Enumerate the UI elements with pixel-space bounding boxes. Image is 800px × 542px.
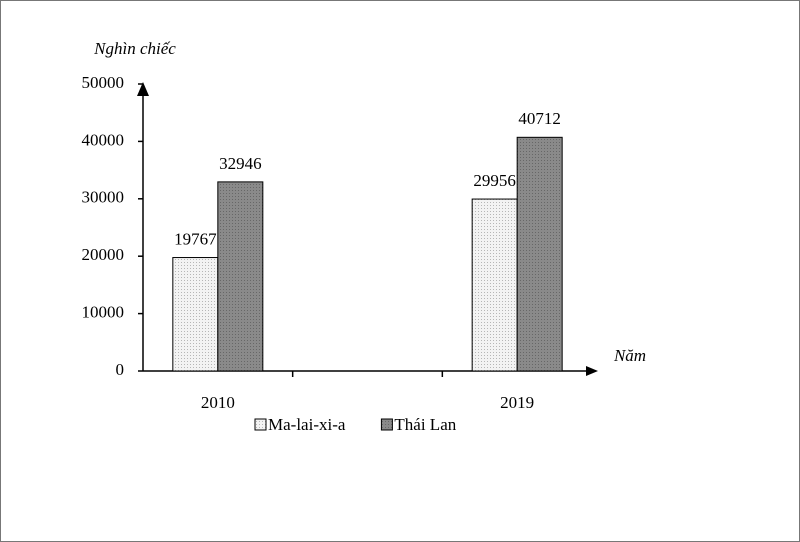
legend-texture — [255, 419, 266, 430]
bar-texture — [217, 181, 263, 371]
bar-texture — [472, 199, 518, 371]
y-axis-title: Nghìn chiếc — [93, 39, 176, 58]
x-tick-label: 2010 — [201, 393, 235, 412]
legend-texture — [381, 419, 393, 430]
x-arrow — [586, 366, 598, 376]
legend-label: Thái Lan — [394, 415, 456, 434]
bar-texture — [517, 137, 563, 371]
y-tick-label: 10000 — [82, 303, 125, 322]
value-label: 32946 — [219, 154, 262, 173]
y-arrow — [137, 82, 149, 96]
y-tick-label: 20000 — [82, 245, 125, 264]
y-tick-label: 30000 — [82, 188, 125, 207]
y-tick-label: 50000 — [82, 73, 125, 92]
y-tick-label: 40000 — [82, 130, 125, 149]
value-label: 29956 — [473, 171, 516, 190]
value-label: 40712 — [518, 109, 561, 128]
x-axis-title: Năm — [613, 346, 646, 365]
y-tick-label: 0 — [116, 360, 125, 379]
bar-texture — [172, 257, 218, 371]
value-label: 19767 — [174, 229, 217, 248]
legend-label: Ma-lai-xi-a — [268, 415, 346, 434]
x-tick-label: 2019 — [500, 393, 534, 412]
